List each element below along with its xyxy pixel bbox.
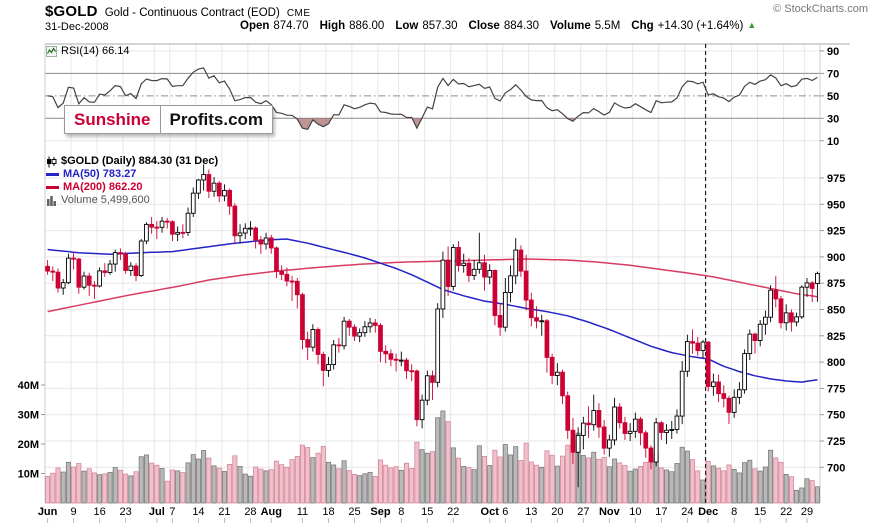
svg-text:10: 10	[629, 506, 641, 518]
svg-text:17: 17	[655, 506, 667, 518]
svg-text:850: 850	[827, 305, 845, 317]
svg-text:18: 18	[322, 506, 334, 518]
svg-text:700: 700	[827, 462, 845, 474]
high-label: High	[319, 20, 346, 32]
ma200-legend: MA(200) 862.20	[63, 181, 143, 193]
svg-text:15: 15	[754, 506, 766, 518]
svg-text:975: 975	[827, 173, 845, 185]
svg-text:70: 70	[827, 68, 839, 80]
svg-text:Oct: Oct	[481, 506, 500, 518]
svg-text:950: 950	[827, 199, 845, 211]
svg-text:10: 10	[827, 136, 839, 148]
ma50-legend: MA(50) 783.27	[63, 168, 137, 180]
open-value: 874.70	[273, 20, 309, 32]
high-value: 886.00	[349, 20, 385, 32]
svg-text:25: 25	[348, 506, 360, 518]
svg-text:800: 800	[827, 357, 845, 369]
svg-text:Nov: Nov	[599, 506, 621, 518]
volume-bars-icon	[47, 196, 56, 206]
volume-value: 5.5M	[594, 20, 621, 32]
svg-text:900: 900	[827, 252, 845, 264]
svg-text:20: 20	[551, 506, 563, 518]
svg-text:10M: 10M	[18, 469, 39, 481]
svg-text:7: 7	[169, 506, 175, 518]
price-legend: $GOLD (Daily) 884.30 (31 Dec) MA(50) 783…	[46, 155, 218, 207]
ticker-symbol: $GOLD	[45, 3, 98, 20]
candlestick-icon	[47, 156, 57, 167]
svg-text:14: 14	[192, 506, 204, 518]
svg-text:875: 875	[827, 278, 845, 290]
svg-text:90: 90	[827, 46, 839, 58]
volume-legend: Volume 5,499,600	[61, 194, 150, 206]
svg-text:750: 750	[827, 410, 845, 422]
svg-text:6: 6	[502, 506, 508, 518]
low-value: 857.30	[422, 20, 458, 32]
svg-text:20M: 20M	[18, 439, 39, 451]
svg-text:8: 8	[731, 506, 737, 518]
svg-text:725: 725	[827, 436, 845, 448]
svg-text:40M: 40M	[18, 380, 39, 392]
svg-text:Dec: Dec	[698, 506, 718, 518]
svg-text:30M: 30M	[18, 410, 39, 422]
svg-text:825: 825	[827, 331, 845, 343]
svg-text:Aug: Aug	[261, 506, 282, 518]
svg-text:Jul: Jul	[149, 506, 165, 518]
svg-text:30: 30	[827, 113, 839, 125]
svg-text:15: 15	[421, 506, 433, 518]
svg-text:925: 925	[827, 226, 845, 238]
rsi-legend: RSI(14) 66.14	[46, 45, 129, 57]
ma200-line-swatch	[46, 186, 59, 189]
svg-text:16: 16	[93, 506, 105, 518]
svg-text:775: 775	[827, 383, 845, 395]
svg-text:13: 13	[525, 506, 537, 518]
svg-text:23: 23	[119, 506, 131, 518]
svg-text:9: 9	[71, 506, 77, 518]
svg-text:27: 27	[577, 506, 589, 518]
quote-strip: Open 874.70 High 886.00 Low 857.30 Close 884…	[240, 20, 756, 32]
svg-text:Jun: Jun	[38, 506, 58, 518]
change-up-triangle-icon: ▲	[747, 20, 757, 30]
chg-label: Chg	[631, 20, 654, 32]
low-label: Low	[395, 20, 419, 32]
watermark-sunshine: Sunshine	[65, 106, 161, 133]
svg-text:21: 21	[218, 506, 230, 518]
close-label: Close	[468, 20, 500, 32]
rsi-indicator-icon	[46, 45, 57, 57]
svg-text:29: 29	[801, 506, 813, 518]
exchange-label: CME	[286, 8, 311, 19]
watermark-profits: Profits.com	[169, 110, 264, 129]
rsi-legend-text: RSI(14) 66.14	[61, 45, 130, 57]
chart-header: $GOLD Gold - Continuous Contract (EOD) C…	[45, 3, 311, 20]
ma50-line-swatch	[46, 173, 59, 176]
price-legend-symbol: $GOLD (Daily) 884.30 (31 Dec)	[61, 155, 219, 167]
chg-value: +14.30 (+1.64%)	[657, 20, 744, 32]
stockcharts-credit: © StockCharts.com	[773, 3, 868, 15]
instrument-title: Gold - Continuous Contract (EOD)	[104, 7, 280, 19]
svg-text:22: 22	[780, 506, 792, 518]
volume-label: Volume	[550, 20, 591, 32]
svg-text:Sep: Sep	[370, 506, 390, 518]
svg-text:50: 50	[827, 91, 839, 103]
sunshine-profits-watermark: Sunshine Profits.com	[64, 105, 274, 134]
svg-text:8: 8	[398, 506, 404, 518]
svg-text:24: 24	[681, 506, 693, 518]
svg-text:28: 28	[244, 506, 256, 518]
chart-date: 31-Dec-2008	[45, 21, 109, 33]
close-value: 884.30	[503, 20, 540, 32]
open-label: Open	[240, 20, 270, 32]
svg-text:22: 22	[447, 506, 459, 518]
svg-text:11: 11	[297, 506, 308, 518]
